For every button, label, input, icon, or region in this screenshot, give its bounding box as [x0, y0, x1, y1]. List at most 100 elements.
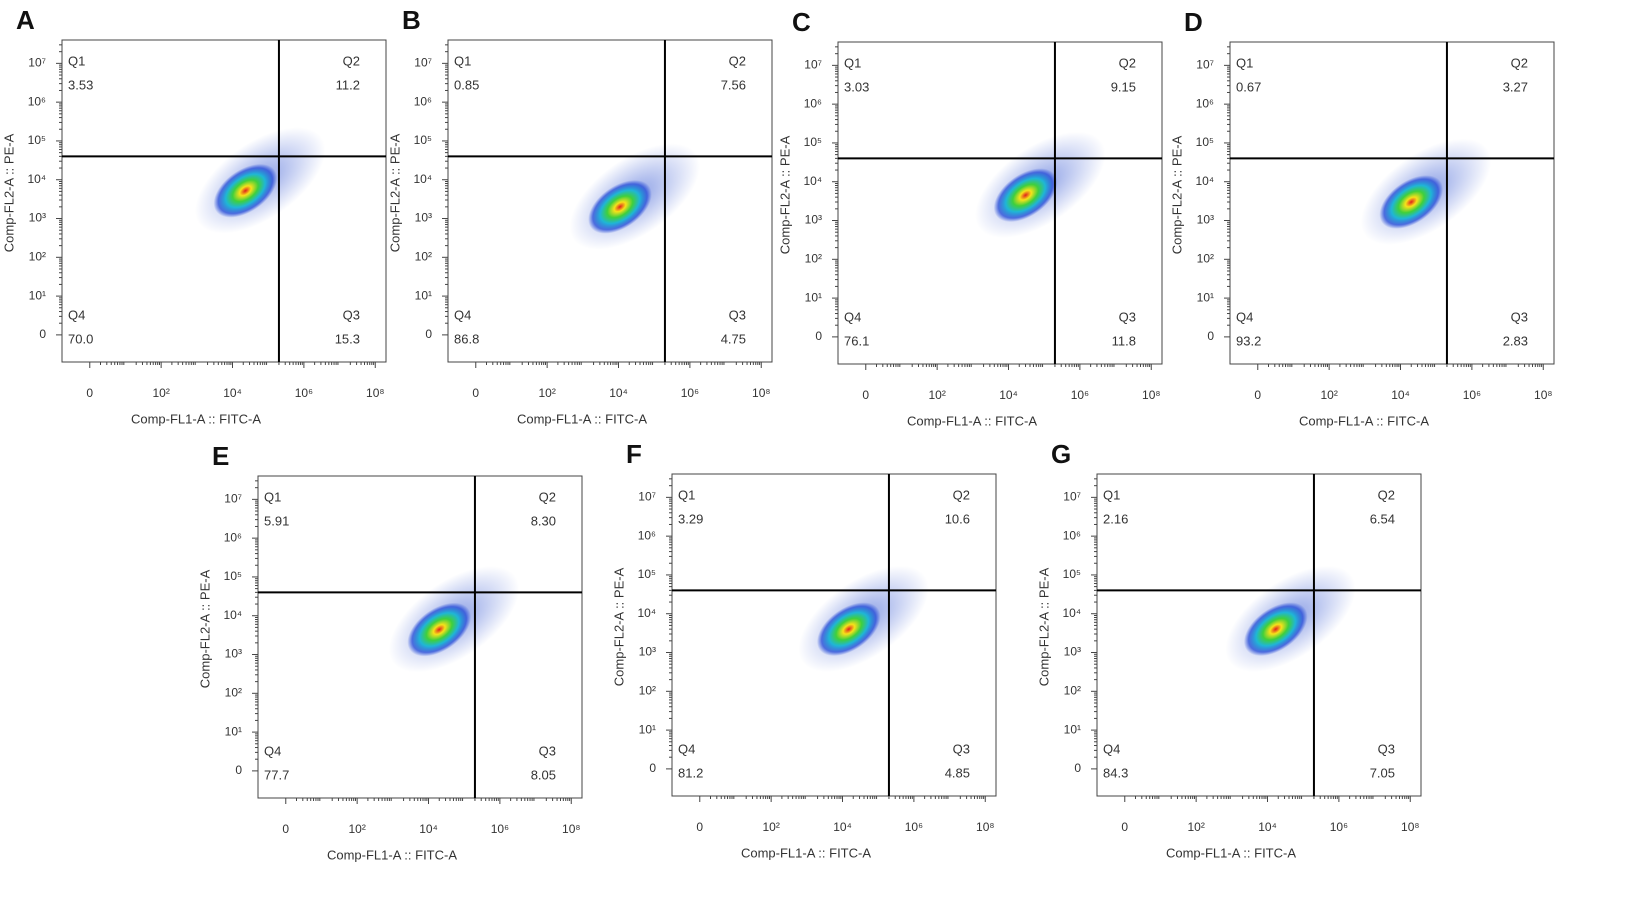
x-tick-label: 10²: [928, 388, 945, 402]
density-cloud: [798, 565, 929, 672]
y-tick-label: 10³: [639, 645, 656, 659]
x-tick-label: 10⁸: [1142, 388, 1160, 402]
quadrant-name: Q3: [1119, 309, 1136, 324]
cloud-core: [1243, 602, 1308, 657]
cloud-core: [816, 602, 881, 657]
x-tick-label: 10⁶: [1071, 388, 1089, 402]
x-tick-label: 10⁶: [295, 386, 313, 400]
x-axis-title: Comp-FL1-A :: FITC-A: [131, 411, 261, 426]
x-axis-title: Comp-FL1-A :: FITC-A: [1299, 413, 1429, 428]
y-tick-label: 10⁶: [224, 530, 242, 544]
quadrant-value: 11.2: [336, 77, 360, 92]
panel-letter: D: [1184, 7, 1203, 37]
y-tick-label: 10⁷: [28, 56, 46, 70]
y-tick-label: 10⁷: [1196, 58, 1214, 72]
density-cloud: [194, 127, 326, 234]
quadrant-name: Q4: [1236, 309, 1253, 324]
y-tick-label: 10⁷: [1063, 490, 1081, 504]
x-tick-label: 10⁸: [562, 822, 580, 836]
quadrant-name: Q1: [68, 53, 85, 68]
quadrant-name: Q4: [454, 307, 471, 322]
x-tick-label: 10⁸: [976, 820, 994, 834]
quadrant-name: Q2: [1378, 487, 1395, 502]
panel-letter: G: [1051, 439, 1071, 469]
y-tick-label: 0: [1074, 761, 1081, 775]
quadrant-value: 70.0: [68, 331, 93, 346]
quadrant-value: 0.85: [454, 77, 479, 92]
y-tick-label: 10⁵: [224, 569, 242, 583]
density-cloud: [975, 131, 1106, 238]
x-tick-label: 10⁴: [1258, 820, 1277, 834]
panel: C 0 10² 10⁴ 10⁶ 10⁸ 0 10¹ 10² 10³ 10⁴ 10⁵ 10⁶ 10⁷ Comp…: [777, 7, 1163, 428]
quadrant-name: Q1: [454, 53, 471, 68]
y-tick-label: 0: [235, 763, 242, 777]
y-axis-title: Comp-FL2-A :: PE-A: [197, 569, 212, 688]
x-tick-label: 10⁸: [1401, 820, 1419, 834]
y-tick-label: 10¹: [1197, 290, 1214, 304]
y-tick-label: 10²: [639, 683, 656, 697]
y-tick-label: 10⁵: [414, 133, 432, 147]
quadrant-value: 3.27: [1503, 79, 1528, 94]
quadrant-value: 2.16: [1103, 511, 1128, 526]
y-tick-label: 10¹: [29, 288, 46, 302]
plot-frame: [837, 41, 1163, 365]
y-tick-label: 10²: [29, 249, 46, 263]
y-tick-label: 10¹: [805, 290, 822, 304]
y-tick-label: 10³: [1197, 213, 1214, 227]
x-axis-title: Comp-FL1-A :: FITC-A: [741, 845, 871, 860]
density-cloud: [569, 143, 700, 250]
panel: E 0 10² 10⁴ 10⁶ 10⁸ 0 10¹ 10² 10³ 10⁴ 10⁵ 10⁶ 10⁷ Comp…: [197, 441, 583, 862]
y-axis-title: Comp-FL2-A :: PE-A: [1036, 567, 1051, 686]
y-tick-label: 0: [815, 329, 822, 343]
plot-frame: [257, 475, 583, 799]
quadrant-value: 81.2: [678, 765, 703, 780]
y-tick-label: 10⁴: [413, 172, 432, 186]
cloud-core: [407, 602, 472, 657]
x-tick-label: 10⁸: [366, 386, 384, 400]
quadrant-value: 3.03: [844, 79, 869, 94]
x-tick-label: 10²: [1320, 388, 1337, 402]
quadrant-name: Q3: [1511, 309, 1528, 324]
quadrant-name: Q1: [678, 487, 695, 502]
quadrant-name: Q4: [68, 307, 85, 322]
x-tick-label: 10²: [152, 386, 169, 400]
quadrant-name: Q3: [343, 307, 360, 322]
quadrant-name: Q3: [953, 741, 970, 756]
quadrant-value: 7.05: [1370, 765, 1395, 780]
quadrant-value: 77.7: [264, 767, 289, 782]
quadrant-name: Q1: [1103, 487, 1120, 502]
x-tick-label: 0: [86, 386, 93, 400]
y-tick-label: 0: [39, 327, 46, 341]
quadrant-value: 4.75: [721, 331, 746, 346]
x-axis-title: Comp-FL1-A :: FITC-A: [907, 413, 1037, 428]
y-tick-label: 10⁴: [1062, 606, 1081, 620]
quadrant-name: Q2: [1511, 55, 1528, 70]
y-tick-label: 10⁷: [224, 492, 242, 506]
plot-frame: [1229, 41, 1555, 365]
quadrant-value: 6.54: [1370, 511, 1395, 526]
density-cloud: [388, 566, 520, 673]
y-tick-label: 10²: [225, 685, 242, 699]
x-tick-label: 0: [472, 386, 479, 400]
panel: A 0 10² 10⁴ 10⁶ 10⁸ 0 10¹ 10² 10³ 10⁴ 10⁵ 10⁶ 10⁷ Comp…: [1, 5, 387, 426]
x-tick-label: 10⁴: [223, 386, 242, 400]
quadrant-name: Q4: [678, 741, 695, 756]
x-tick-label: 10²: [1187, 820, 1204, 834]
quadrant-name: Q3: [1378, 741, 1395, 756]
y-tick-label: 10⁷: [804, 58, 822, 72]
x-axis-title: Comp-FL1-A :: FITC-A: [1166, 845, 1296, 860]
plot-frame: [671, 473, 997, 797]
plot-frame: [61, 39, 387, 363]
x-tick-label: 10⁸: [752, 386, 770, 400]
quadrant-value: 76.1: [844, 333, 869, 348]
y-tick-label: 10³: [415, 211, 432, 225]
panel-letter: B: [402, 5, 421, 35]
density-cloud: [1225, 565, 1356, 672]
y-tick-label: 10⁶: [1196, 96, 1214, 110]
y-tick-label: 10⁶: [28, 94, 46, 108]
y-tick-label: 10³: [1064, 645, 1081, 659]
y-tick-label: 10³: [29, 211, 46, 225]
x-tick-label: 10⁶: [905, 820, 923, 834]
plot-frame: [447, 39, 773, 363]
y-tick-label: 10³: [805, 213, 822, 227]
